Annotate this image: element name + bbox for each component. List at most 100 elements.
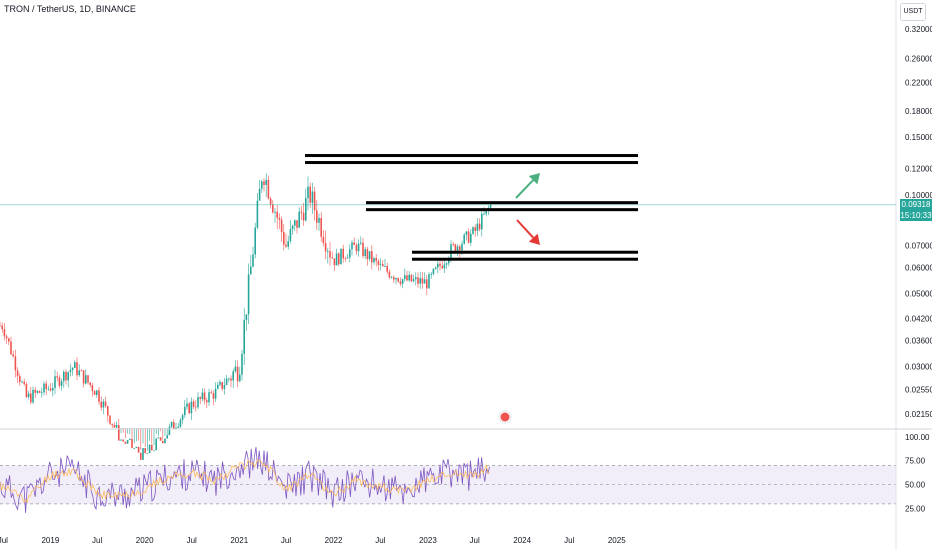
candle-body xyxy=(47,388,50,390)
candle-body xyxy=(19,376,21,382)
candle-body xyxy=(36,391,39,393)
rsi-tick-label: 25.00 xyxy=(905,505,926,514)
level-line xyxy=(412,250,638,254)
price-tick-label: 0.03600 xyxy=(905,337,932,346)
candle-body xyxy=(186,403,188,407)
candle-body xyxy=(122,439,124,442)
up-arrow xyxy=(515,173,540,199)
price-tick-label: 0.02550 xyxy=(905,386,932,395)
candle-body xyxy=(371,251,373,263)
candle-body xyxy=(481,213,483,230)
candle-body xyxy=(3,329,6,337)
candle-body xyxy=(179,419,182,427)
candle-body xyxy=(419,278,421,284)
candle-body xyxy=(223,384,226,389)
candle-body xyxy=(322,236,325,244)
level-line xyxy=(412,257,638,261)
candle-body xyxy=(441,265,443,269)
candle-body xyxy=(364,249,366,257)
level-line xyxy=(366,201,638,205)
candle-body xyxy=(148,444,151,454)
candle-body xyxy=(32,389,34,403)
candle-body xyxy=(151,444,153,451)
time-tick-label: 2024 xyxy=(513,536,531,545)
candle-body xyxy=(470,233,472,243)
candle-body xyxy=(331,257,333,259)
candle-body xyxy=(357,243,360,252)
candle-body xyxy=(10,341,12,355)
candle-body xyxy=(181,415,184,420)
rsi-ma-line xyxy=(0,458,490,504)
candle-body xyxy=(320,217,322,237)
candle-body xyxy=(456,246,459,252)
candle-body xyxy=(478,223,481,230)
candle-body xyxy=(307,186,309,199)
candle-body xyxy=(426,279,428,289)
time-tick-label: 2021 xyxy=(230,536,248,545)
candle-body xyxy=(129,438,131,441)
candle-body xyxy=(164,438,166,444)
candle-body xyxy=(27,393,30,398)
candle-body xyxy=(338,253,340,265)
time-tick-label: Jul xyxy=(564,536,574,545)
candle-body xyxy=(74,362,76,368)
down-arrow xyxy=(516,219,540,245)
price-tick-label: 0.05000 xyxy=(905,290,932,299)
candle-body xyxy=(131,438,133,449)
candle-body xyxy=(432,268,435,274)
time-tick-label: 2025 xyxy=(608,536,626,545)
candle-body xyxy=(234,366,237,372)
level-line xyxy=(305,161,638,165)
candle-body xyxy=(316,210,318,223)
up-arrow-head xyxy=(528,173,540,185)
candle-body xyxy=(465,231,468,235)
candle-body xyxy=(49,388,52,391)
candle-body xyxy=(285,244,287,247)
candle-body xyxy=(342,248,344,259)
candle-body xyxy=(21,381,23,383)
level-line xyxy=(366,208,638,212)
candle-body xyxy=(305,198,307,221)
time-tick-label: 2023 xyxy=(419,536,437,545)
currency-badge[interactable]: USDT xyxy=(900,3,926,21)
candle-body xyxy=(355,244,358,252)
time-tick-label: Jul xyxy=(187,536,197,545)
candle-body xyxy=(34,389,36,393)
price-tick-label: 0.22000 xyxy=(905,78,932,87)
candle-body xyxy=(311,191,314,203)
candle-body xyxy=(353,242,355,245)
candle-body xyxy=(206,400,208,403)
candle-body xyxy=(472,227,474,234)
candle-body xyxy=(261,181,263,189)
candle-body xyxy=(203,392,206,401)
candle-body xyxy=(274,211,276,213)
candle-body xyxy=(459,246,461,251)
time-tick-label: 2020 xyxy=(136,536,154,545)
candle-body xyxy=(195,406,197,408)
candle-body xyxy=(43,383,45,393)
candle-body xyxy=(111,423,113,426)
levels xyxy=(305,154,638,261)
candle-body xyxy=(60,381,63,386)
candle-body xyxy=(360,242,362,244)
candle-body xyxy=(278,217,281,220)
candle-body xyxy=(309,186,311,203)
candle-body xyxy=(448,258,450,264)
candle-body xyxy=(52,388,54,391)
candle-body xyxy=(421,278,424,284)
candle-body xyxy=(463,234,465,244)
price-tick-label: 0.03000 xyxy=(905,363,932,372)
candle-body xyxy=(445,263,448,265)
candle-body xyxy=(30,393,32,403)
time-tick-label: Jul xyxy=(0,536,8,545)
candle-body xyxy=(423,279,426,284)
candle-body xyxy=(489,204,492,208)
candle-body xyxy=(300,211,303,213)
candle-body xyxy=(157,437,160,439)
candle-body xyxy=(135,446,138,449)
candle-body xyxy=(294,220,296,226)
event-marker-dot xyxy=(500,412,510,422)
candle-body xyxy=(25,384,28,398)
down-arrow-shaft xyxy=(516,219,534,239)
